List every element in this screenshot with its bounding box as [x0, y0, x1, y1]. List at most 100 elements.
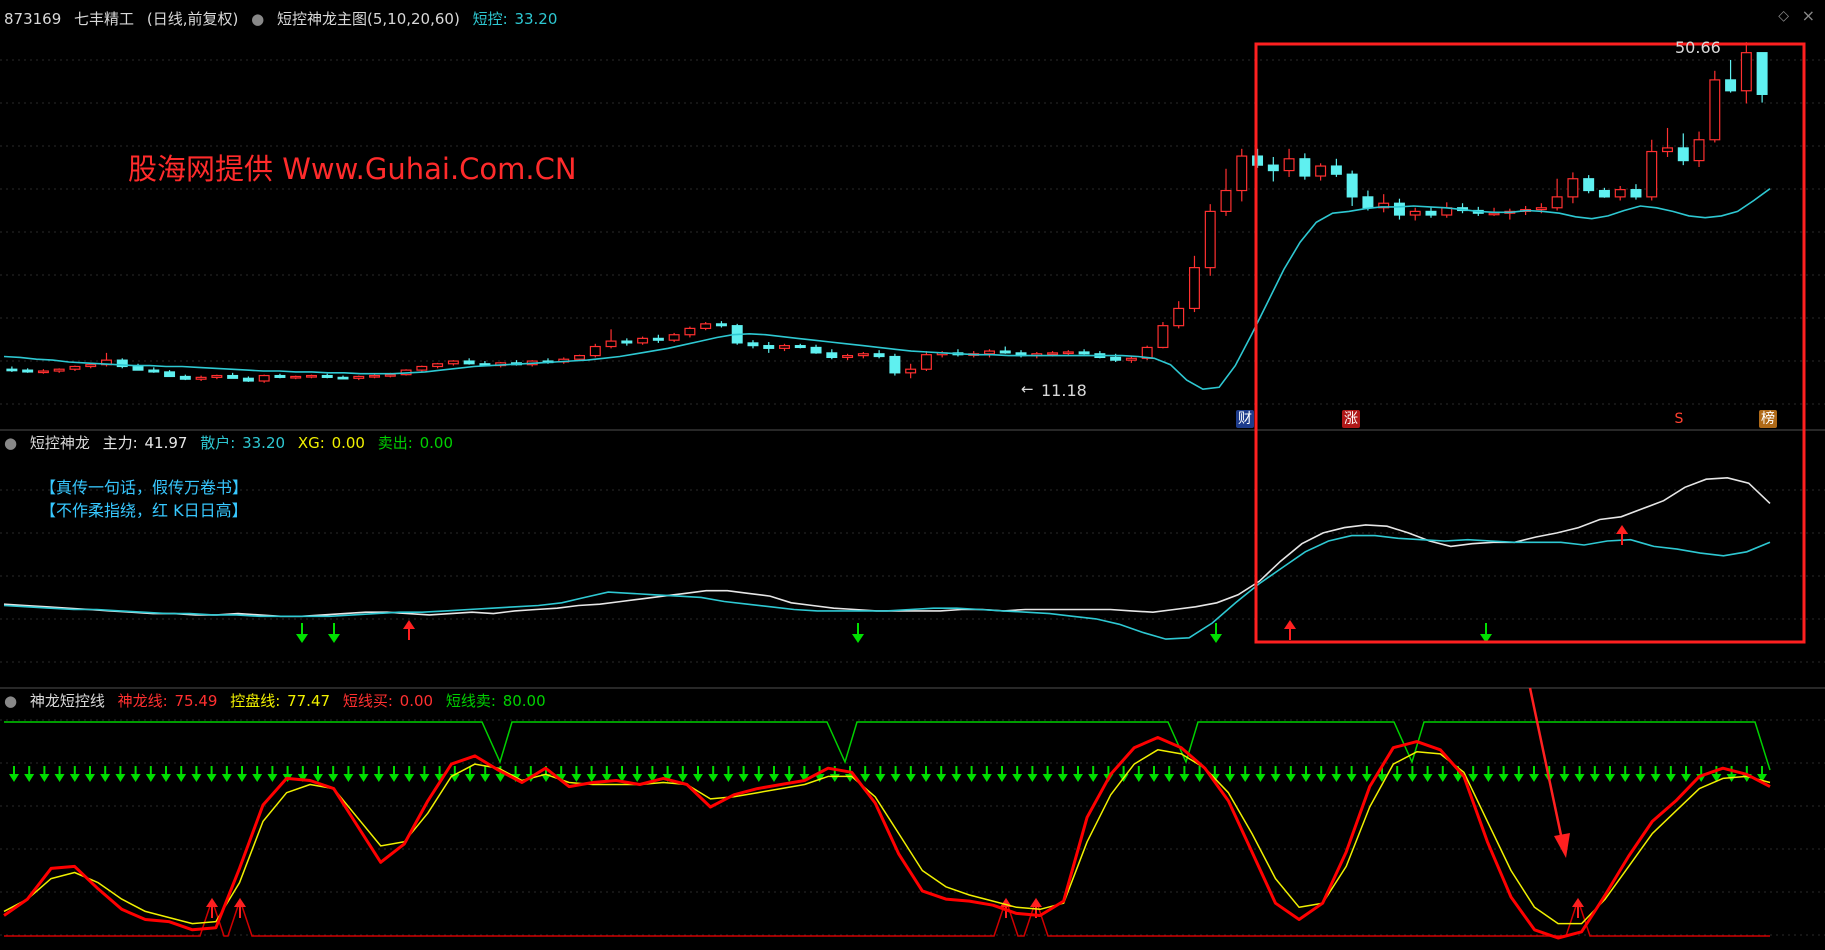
pane2-chevron-icon[interactable]: ●: [4, 434, 18, 452]
candle: [826, 349, 838, 360]
candle-body-up: [1709, 79, 1721, 141]
arrow-head: [328, 634, 340, 643]
arrow-head: [586, 774, 597, 782]
sell-signal-arrow: [860, 766, 871, 782]
candle-body-up: [195, 376, 207, 380]
sell-signal-arrow: [1605, 766, 1615, 782]
arrow-head: [1513, 774, 1524, 782]
sell-signal-arrow: [1513, 766, 1524, 782]
arrow-head: [1088, 774, 1099, 782]
sell-signal-arrow: [601, 766, 612, 782]
candle-body-down: [227, 374, 239, 379]
sell-label: 短线卖:: [445, 692, 496, 710]
sell-signal-arrow: [1620, 766, 1631, 782]
pane2-title[interactable]: 短控神龙: [29, 434, 90, 452]
candle-body-up: [1173, 307, 1185, 327]
candle: [1236, 148, 1248, 202]
sell-signal-arrow: [206, 766, 217, 782]
kongpan-line: [3, 749, 1771, 925]
arrow-head: [1284, 620, 1296, 629]
candle: [1425, 206, 1437, 218]
candle-body-down: [1425, 210, 1437, 216]
arrow-head: [1681, 774, 1691, 782]
main-indicator-name[interactable]: 短控神龙主图(5,10,20,60): [276, 10, 460, 28]
candle: [605, 329, 617, 349]
candle-body-up: [211, 374, 223, 378]
sell-signal-arrow: [1285, 766, 1296, 782]
candle: [305, 374, 317, 379]
candle-body-up: [1062, 351, 1074, 355]
sell-signal-arrow: [852, 623, 864, 643]
sell-signal-arrow: [161, 766, 171, 782]
candle-body-up: [1409, 210, 1421, 216]
zhuli-label: 主力:: [102, 434, 138, 452]
arrow-head: [1572, 898, 1584, 907]
candle-body-down: [873, 353, 885, 358]
sell-signal-arrow: [145, 766, 156, 782]
candle: [1583, 175, 1595, 194]
candle-body-up: [684, 327, 696, 336]
arrow-head: [1605, 774, 1615, 782]
candle-body-down: [179, 375, 191, 380]
tag-zhang[interactable]: 涨: [1342, 410, 1360, 428]
candle: [337, 375, 349, 380]
arrow-head: [404, 774, 415, 782]
arrow-head: [100, 774, 111, 782]
candle: [416, 365, 428, 372]
candle: [920, 351, 932, 372]
arrow-head: [1529, 774, 1539, 782]
candle-body-down: [1677, 147, 1689, 162]
pane3-chevron-icon[interactable]: ●: [4, 692, 18, 710]
candle: [1551, 178, 1563, 211]
sell-signal-arrow: [221, 766, 232, 782]
candle-body-up: [1047, 352, 1059, 355]
candle: [889, 353, 901, 376]
tag-s[interactable]: S: [1674, 411, 1684, 427]
sell-signal-arrow: [1468, 766, 1479, 782]
arrow-head: [921, 774, 931, 782]
watermark: 股海网提供 Www.Guhai.Com.CN: [128, 152, 577, 186]
candle-body-up: [605, 340, 617, 348]
arrow-head: [1650, 774, 1661, 782]
arrow-head: [480, 774, 491, 782]
sell-signal-arrow: [1240, 766, 1251, 782]
pane2-note-1: 【真传一句话，假传万卷书】: [40, 478, 249, 497]
arrow-head: [784, 774, 795, 782]
candle: [999, 346, 1011, 354]
pane2-note-2: 【不作柔指绕，红 K日日高】: [40, 501, 248, 520]
candle: [1740, 42, 1752, 104]
candle-body-up: [574, 355, 586, 360]
arrow-head: [1301, 774, 1311, 782]
arrow-head: [852, 634, 864, 643]
candle-body-down: [1346, 173, 1358, 198]
arrow-head: [1757, 774, 1767, 782]
sell-signal-arrow: [343, 766, 354, 782]
candle-body-up: [447, 360, 459, 365]
close-icon[interactable]: ×: [1801, 6, 1815, 25]
arrow-head: [1030, 898, 1042, 907]
candle: [274, 373, 286, 379]
expand-icon[interactable]: ◇: [1778, 8, 1789, 24]
tag-bang[interactable]: 榜: [1759, 410, 1777, 428]
sell-signal-arrow: [1255, 766, 1266, 782]
candle: [1393, 198, 1405, 220]
candle: [1504, 208, 1516, 220]
candle: [1062, 350, 1074, 356]
sell-signal-arrow: [586, 766, 597, 782]
sell-signal-arrow: [708, 766, 719, 782]
pane3-title[interactable]: 神龙短控线: [29, 692, 105, 710]
shenlong-label: 神龙线:: [117, 692, 168, 710]
candle-body-down: [826, 352, 838, 359]
arrow-head: [1346, 774, 1357, 782]
arrow-head: [1149, 774, 1159, 782]
sell-signal-arrow: [358, 766, 369, 782]
sell-signal-arrow: [419, 766, 430, 782]
tag-cai[interactable]: 财: [1236, 410, 1254, 428]
indicator-chevron-icon[interactable]: ●: [251, 10, 265, 28]
pane2-header: ● 短控神龙 主力: 41.97 散户: 33.20 XG: 0.00 卖出: …: [4, 432, 461, 454]
sell-signal-arrow: [936, 766, 947, 782]
candle-body-up: [305, 374, 317, 378]
sell-signal-arrow: [966, 766, 977, 782]
